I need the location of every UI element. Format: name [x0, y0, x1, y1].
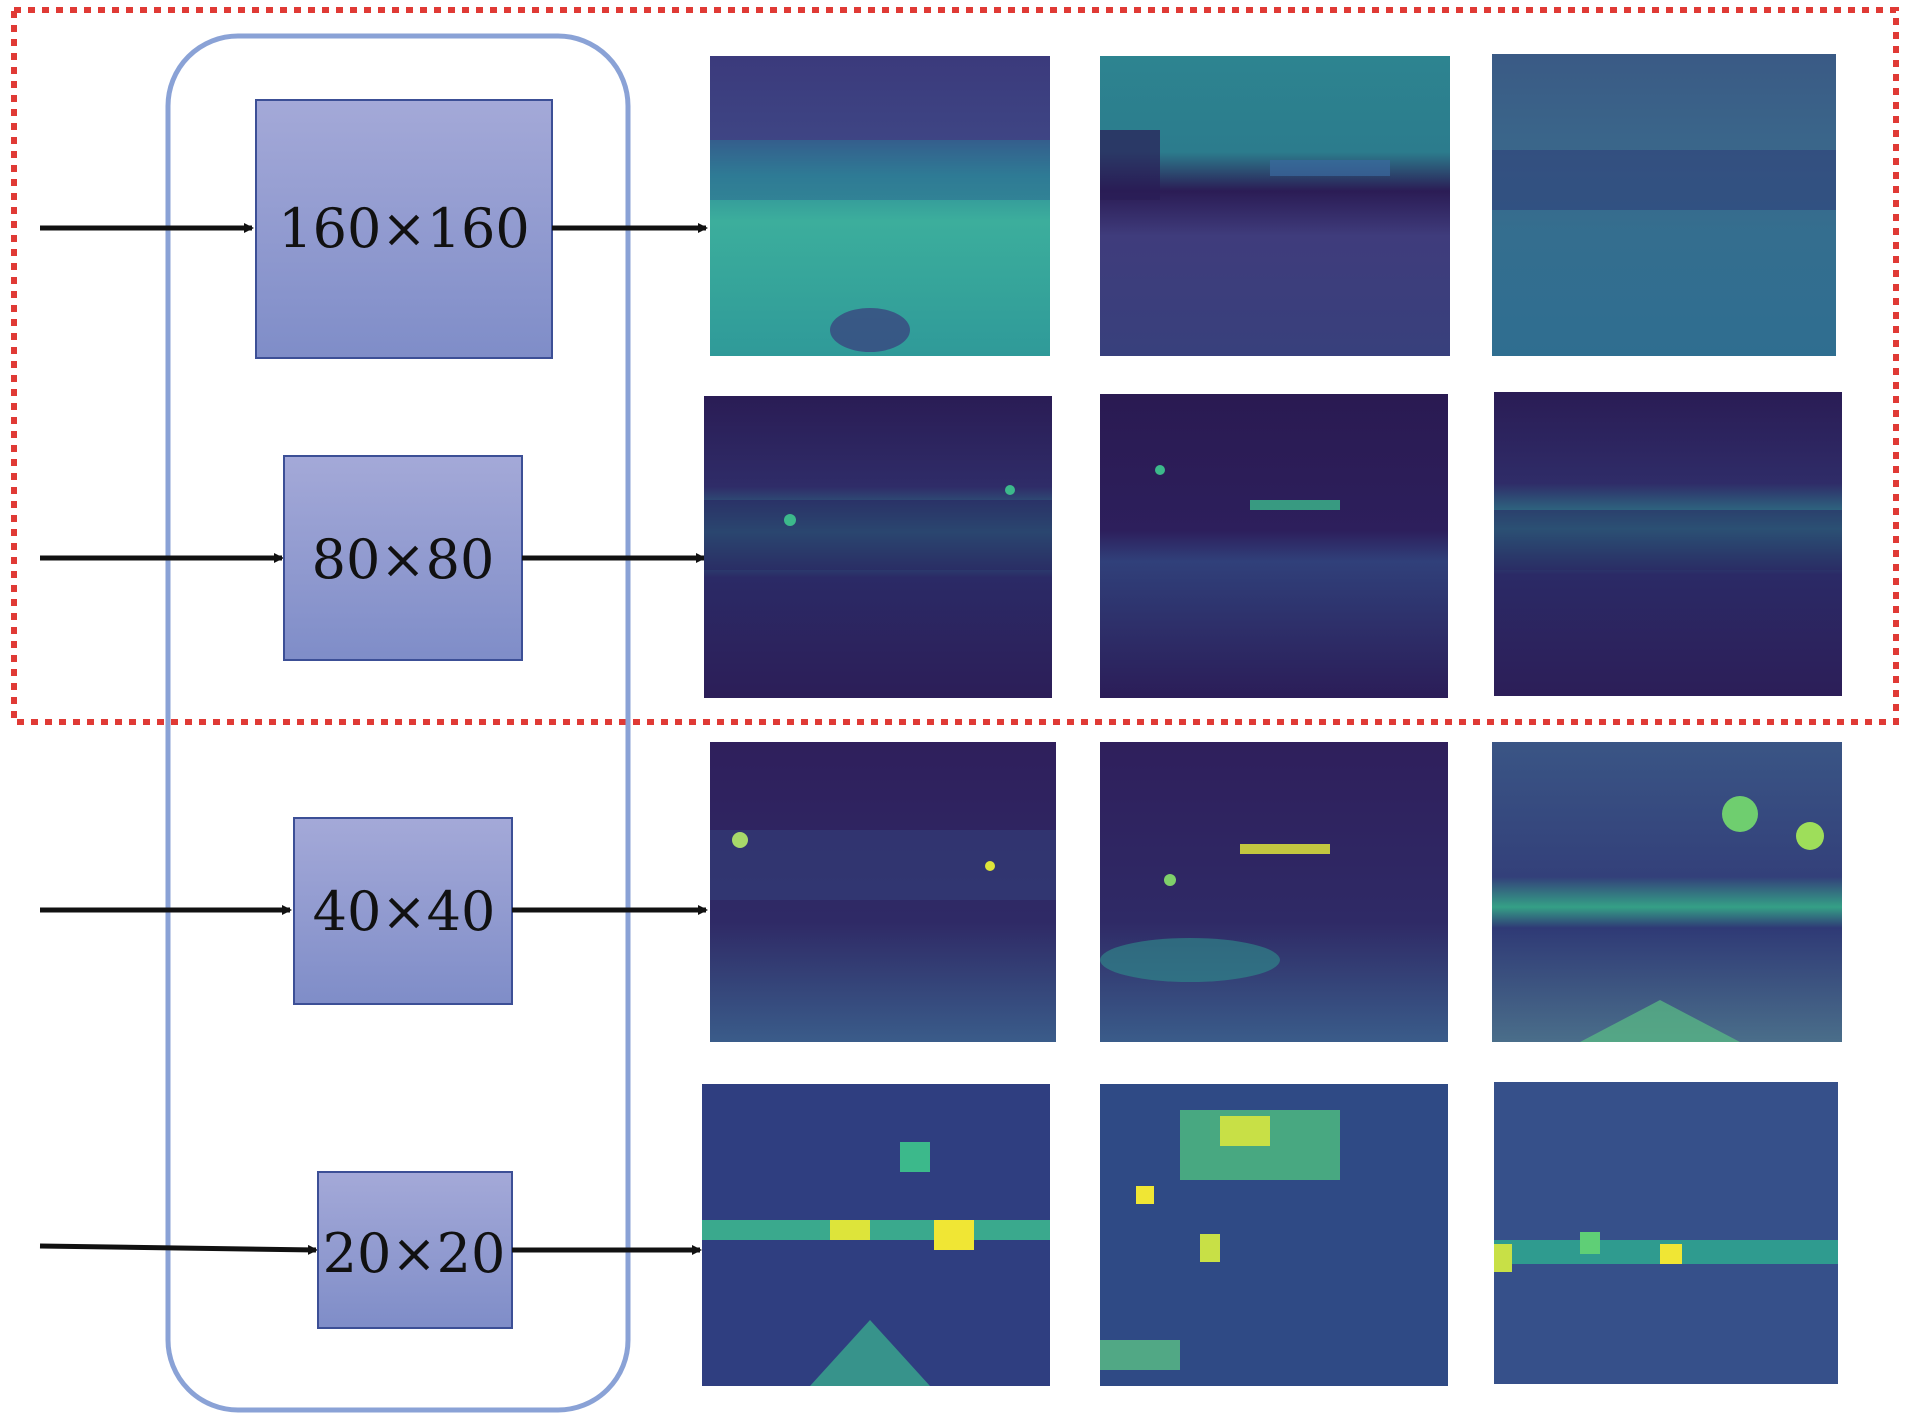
- scale-box-160: [255, 99, 553, 359]
- input-arrow-20: [39, 1243, 318, 1255]
- feature-map-r4c3: [1494, 1082, 1838, 1384]
- scale-label-20: 20×20: [323, 1222, 506, 1285]
- scale-label-160: 160×160: [278, 197, 529, 260]
- feature-map-grid: [702, 54, 1842, 1386]
- scale-box-80: [283, 455, 523, 661]
- feature-map-r4c1: [702, 1084, 1050, 1386]
- scale-box-20: [317, 1171, 513, 1329]
- scale-group-container: [165, 33, 631, 1413]
- feature-map-r1c2: [1100, 56, 1450, 356]
- feature-map-r2c1: [704, 396, 1052, 698]
- feature-map-r1c1: [710, 56, 1050, 356]
- scale-box-40: [293, 817, 513, 1005]
- feature-map-r4c2: [1100, 1084, 1448, 1386]
- feature-map-r3c1: [710, 742, 1056, 1042]
- feature-map-r3c2: [1100, 742, 1448, 1042]
- feature-map-r3c3: [1492, 742, 1842, 1042]
- feature-map-r2c2: [1100, 394, 1448, 698]
- feature-map-r2c3: [1494, 392, 1842, 696]
- feature-map-r1c3: [1492, 54, 1836, 356]
- highlight-region: [11, 7, 1899, 725]
- scale-label-80: 80×80: [312, 528, 495, 591]
- scale-label-40: 40×40: [313, 880, 496, 943]
